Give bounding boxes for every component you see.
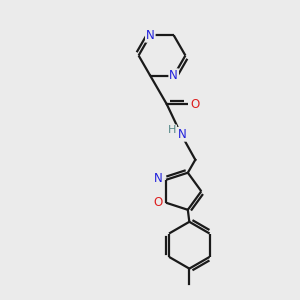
- Text: O: O: [153, 196, 162, 209]
- Text: O: O: [191, 98, 200, 111]
- Text: N: N: [154, 172, 163, 185]
- Text: N: N: [177, 128, 186, 141]
- Text: H: H: [168, 125, 176, 135]
- Text: N: N: [169, 69, 178, 82]
- Text: N: N: [146, 29, 155, 42]
